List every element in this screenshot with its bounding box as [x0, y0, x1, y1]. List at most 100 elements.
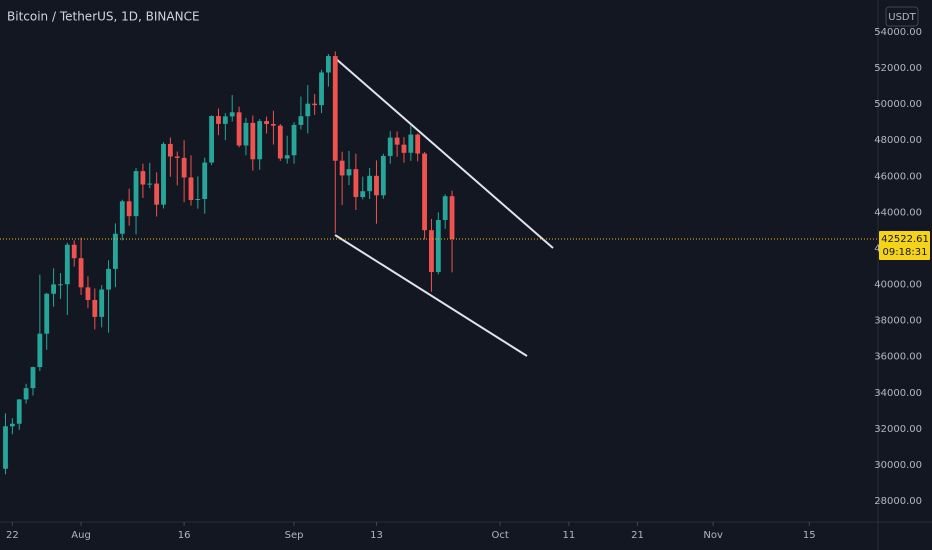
chart-title: Bitcoin / TetherUS, 1D, BINANCE — [7, 10, 200, 24]
candle-body — [422, 153, 427, 231]
candle-body — [58, 284, 63, 286]
y-tick-label: 32000.00 — [874, 424, 922, 435]
candle-body — [3, 426, 8, 469]
candle-body — [339, 160, 345, 176]
candle-body — [167, 143, 173, 157]
current-price-label: 42522.61 — [881, 234, 929, 245]
x-tick-label: 21 — [631, 530, 644, 541]
candle-body — [133, 171, 139, 217]
x-tick-label: Sep — [285, 530, 304, 541]
candle-body — [319, 72, 324, 106]
candle-body — [64, 244, 70, 285]
candle-body — [44, 293, 50, 334]
candle-body — [442, 196, 448, 221]
y-tick-label: 40000.00 — [874, 280, 922, 291]
candle-body — [174, 156, 180, 158]
candle-body — [387, 137, 393, 156]
x-tick-label: 22 — [6, 530, 19, 541]
candle-body — [106, 268, 111, 290]
candle-body — [9, 423, 15, 427]
candle-body — [92, 299, 98, 317]
x-tick-label: Aug — [71, 530, 91, 541]
candle-body — [71, 244, 77, 259]
candle-body — [408, 134, 414, 153]
y-tick-label: 48000.00 — [874, 135, 922, 146]
candle-body — [113, 233, 118, 269]
candle-body — [202, 162, 208, 200]
x-tick-label: 11 — [562, 530, 575, 541]
current-price-box — [879, 231, 930, 261]
candle-body — [312, 103, 318, 106]
currency-button[interactable] — [885, 6, 919, 27]
candle-body — [380, 155, 386, 196]
candle-body — [367, 175, 373, 192]
candle-body — [37, 333, 43, 368]
candle-body — [161, 143, 166, 205]
x-tick-label: 15 — [803, 530, 816, 541]
candle-body — [291, 124, 297, 156]
candle-body — [23, 388, 29, 400]
y-tick-label: 38000.00 — [874, 316, 922, 327]
candle-body — [195, 199, 201, 201]
candle-body — [222, 116, 228, 124]
candle-body — [346, 169, 352, 176]
candle-body — [119, 201, 125, 234]
candle-body — [16, 399, 22, 424]
candle-body — [374, 175, 379, 196]
candle-body — [401, 144, 407, 153]
candle-body — [394, 137, 400, 145]
candle-body — [325, 56, 331, 73]
candle-body — [449, 196, 455, 240]
candle-body — [78, 258, 84, 288]
candle-body — [277, 125, 283, 159]
candle-body — [188, 177, 194, 200]
candle-body — [429, 230, 434, 273]
candle-body — [360, 191, 366, 198]
trend-line-lower — [334, 234, 528, 357]
candle-body — [236, 112, 242, 146]
y-tick-label: 54000.00 — [874, 27, 922, 38]
candle-body — [216, 116, 221, 124]
currency-label[interactable]: USDT — [888, 12, 916, 23]
candle-body — [140, 171, 146, 185]
y-tick-label: 28000.00 — [874, 496, 922, 507]
y-tick-label: 44000.00 — [874, 207, 922, 218]
candle-body — [126, 201, 132, 217]
candle-body — [298, 116, 304, 125]
x-tick-label: 16 — [178, 530, 191, 541]
y-tick-label: 52000.00 — [874, 63, 922, 74]
candle-body — [181, 157, 187, 178]
candle-body — [147, 183, 153, 185]
y-tick-label: 30000.00 — [874, 460, 922, 471]
candle-body — [271, 124, 276, 126]
trend-line-upper — [334, 57, 554, 249]
x-tick-label: Oct — [491, 530, 508, 541]
candle-body — [353, 169, 359, 198]
candle-body — [264, 121, 269, 125]
y-tick-label: 34000.00 — [874, 388, 922, 399]
candle-body — [257, 121, 263, 160]
countdown-label: 09:18:31 — [883, 247, 928, 258]
y-tick-label: 46000.00 — [874, 171, 922, 182]
x-tick-label: 13 — [370, 530, 383, 541]
candle-body — [305, 103, 311, 117]
x-tick-label: Nov — [703, 530, 723, 541]
candle-body — [51, 284, 56, 294]
candle-body — [30, 367, 36, 389]
y-tick-label: 36000.00 — [874, 352, 922, 363]
y-tick-label: 50000.00 — [874, 99, 922, 110]
candle-body — [229, 112, 235, 117]
candle-body — [99, 289, 105, 317]
candle-body — [435, 220, 441, 273]
candle-body — [243, 122, 249, 146]
candle-body — [85, 287, 91, 300]
candle-body — [154, 183, 160, 205]
candle-body — [332, 56, 338, 161]
candle-body — [209, 116, 215, 163]
candle-body — [415, 134, 421, 154]
candle-body — [250, 122, 256, 160]
candle-body — [284, 155, 290, 159]
